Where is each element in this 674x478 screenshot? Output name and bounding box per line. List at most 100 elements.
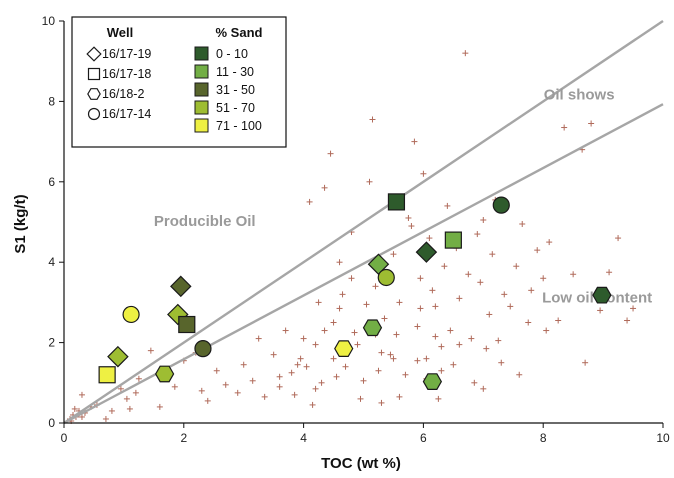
y-tick-label: 6: [48, 175, 55, 189]
sample-plus-marker: [276, 373, 283, 380]
sample-plus-marker: [330, 355, 337, 362]
sample-plus-marker: [540, 275, 547, 282]
sample-plus-marker: [78, 391, 85, 398]
legend-sand-label: 31 - 50: [216, 83, 255, 97]
legend-sand-swatch: [194, 82, 209, 97]
legend-sand-swatch: [194, 118, 209, 133]
sample-plus-marker: [624, 317, 631, 324]
well-point-diamond: [167, 303, 189, 326]
well-point-square: [444, 231, 462, 249]
legend-sand-label: 51 - 70: [216, 101, 255, 115]
sample-plus-marker: [327, 150, 334, 157]
sample-plus-marker: [318, 379, 325, 386]
sample-plus-marker: [291, 391, 298, 398]
sample-plus-marker: [288, 369, 295, 376]
sample-plus-marker: [498, 359, 505, 366]
sample-plus-marker: [336, 259, 343, 266]
sample-plus-marker: [351, 329, 358, 336]
legend-well-label: 16/18-2: [102, 87, 144, 101]
sample-plus-marker: [474, 231, 481, 238]
y-tick-label: 4: [48, 255, 55, 269]
y-tick-label: 8: [48, 94, 55, 108]
sample-plus-marker: [387, 351, 394, 358]
legend-diamond-icon: [86, 46, 102, 62]
sample-plus-marker: [435, 395, 442, 402]
sample-plus-marker: [71, 405, 78, 412]
sample-plus-marker: [369, 116, 376, 123]
sample-plus-marker: [450, 361, 457, 368]
well-point-hexagon: [362, 319, 383, 337]
well-point-circle: [377, 268, 395, 287]
sample-plus-marker: [123, 395, 130, 402]
sample-plus-marker: [513, 263, 520, 270]
legend-sand-swatch: [194, 46, 209, 61]
well-point-circle: [492, 196, 510, 214]
sample-plus-marker: [423, 355, 430, 362]
well-point-hexagon: [334, 340, 354, 357]
sample-plus-marker: [456, 295, 463, 302]
legend-sand-header: % Sand: [216, 25, 263, 40]
x-tick-label: 4: [300, 431, 307, 445]
background-samples: [66, 50, 637, 424]
x-axis-title: TOC (wt %): [321, 455, 401, 472]
sample-plus-marker: [132, 389, 139, 396]
sample-plus-marker: [240, 361, 247, 368]
sample-plus-marker: [555, 317, 562, 324]
sample-plus-marker: [456, 341, 463, 348]
sample-plus-marker: [270, 351, 277, 358]
sample-plus-marker: [417, 305, 424, 312]
sample-plus-marker: [390, 251, 397, 258]
sample-plus-marker: [348, 275, 355, 282]
legend-hexagon-icon: [87, 88, 101, 100]
sample-plus-marker: [294, 361, 301, 368]
sample-plus-marker: [402, 371, 409, 378]
sample-plus-marker: [486, 311, 493, 318]
sample-plus-marker: [570, 271, 577, 278]
sample-plus-marker: [468, 335, 475, 342]
well-point-circle: [122, 305, 140, 324]
sample-plus-marker: [429, 287, 436, 294]
sample-plus-marker: [213, 367, 220, 374]
sample-plus-marker: [432, 333, 439, 340]
sample-plus-marker: [336, 305, 343, 312]
sample-plus-marker: [528, 287, 535, 294]
legend-circle-icon: [87, 107, 101, 121]
well-points: [98, 193, 612, 390]
sample-plus-marker: [489, 251, 496, 258]
sample-plus-marker: [315, 299, 322, 306]
sample-plus-marker: [483, 345, 490, 352]
sample-plus-marker: [396, 393, 403, 400]
sample-plus-marker: [477, 279, 484, 286]
trend-line: [63, 103, 664, 425]
sample-plus-marker: [126, 405, 133, 412]
well-point-hexagon: [592, 286, 612, 304]
sample-plus-marker: [156, 403, 163, 410]
x-tick-label: 0: [61, 431, 68, 445]
sample-plus-marker: [297, 355, 304, 362]
sample-plus-marker: [357, 395, 364, 402]
sample-plus-marker: [414, 323, 421, 330]
legend-well-label: 16/17-19: [102, 47, 151, 61]
sample-plus-marker: [261, 393, 268, 400]
sample-plus-marker: [255, 335, 262, 342]
sample-plus-marker: [516, 371, 523, 378]
sample-plus-marker: [432, 303, 439, 310]
sample-plus-marker: [171, 383, 178, 390]
sample-plus-marker: [465, 271, 472, 278]
sample-plus-marker: [408, 223, 415, 230]
sample-plus-marker: [354, 341, 361, 348]
sample-plus-marker: [420, 170, 427, 177]
sample-plus-marker: [249, 377, 256, 384]
sample-plus-marker: [222, 381, 229, 388]
sample-plus-marker: [234, 389, 241, 396]
sample-plus-marker: [282, 327, 289, 334]
sample-plus-marker: [414, 357, 421, 364]
sample-plus-marker: [321, 327, 328, 334]
well-point-square: [98, 366, 116, 384]
sample-plus-marker: [339, 291, 346, 298]
sample-plus-marker: [630, 305, 637, 312]
sample-plus-marker: [375, 367, 382, 374]
sample-plus-marker: [480, 216, 487, 223]
sample-plus-marker: [615, 235, 622, 242]
